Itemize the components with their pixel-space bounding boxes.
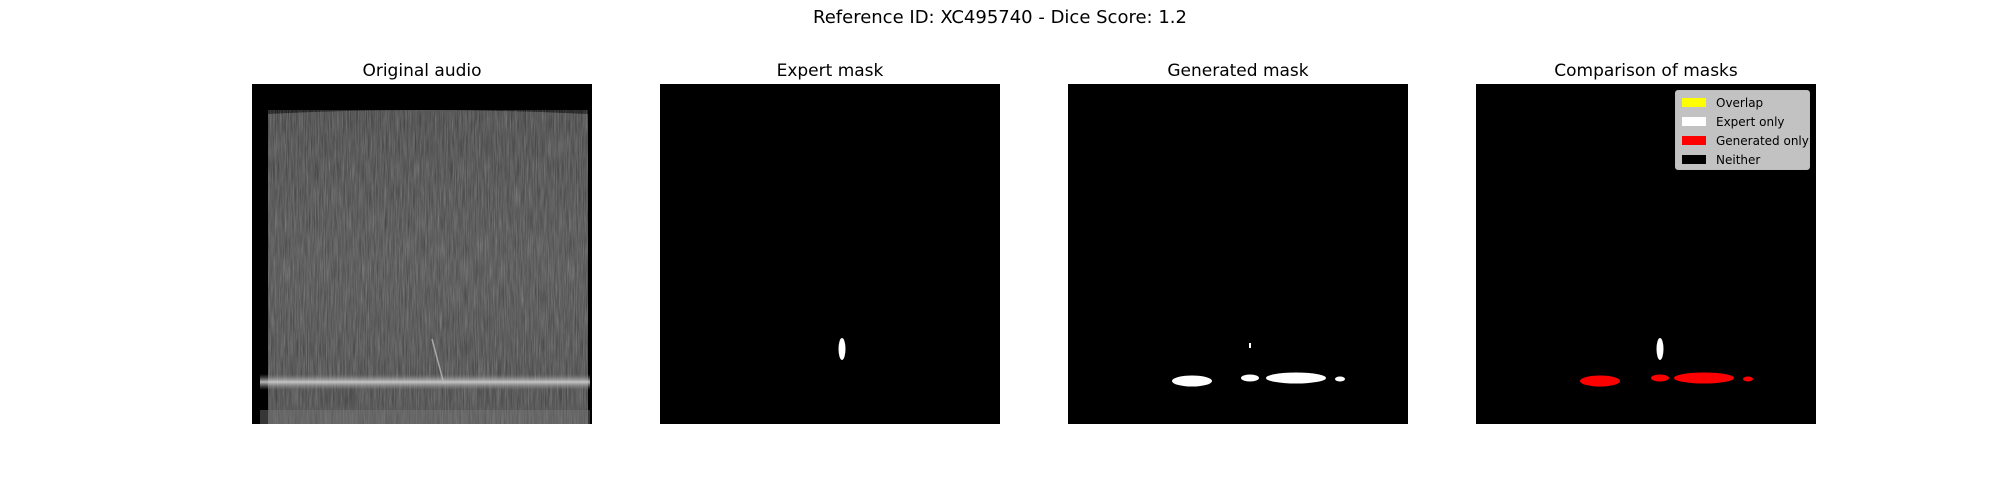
generated-mask-region xyxy=(1172,375,1212,387)
panel-title-generated-mask: Generated mask xyxy=(1167,61,1309,81)
panel-original-audio: Original audio xyxy=(252,58,592,424)
panel-expert-mask: Expert mask xyxy=(660,58,1000,424)
legend-label-overlap: Overlap xyxy=(1716,95,1764,110)
panel-generated-mask: Generated mask xyxy=(1068,58,1408,424)
comparison-legend: Overlap Expert only Generated only Neith… xyxy=(1675,90,1810,170)
spectrogram-image xyxy=(252,84,592,424)
legend-item-generated-only: Generated only xyxy=(1676,131,1809,150)
generated-only-region xyxy=(1651,374,1669,382)
legend-label-neither: Neither xyxy=(1716,152,1761,167)
panel-title-comparison: Comparison of masks xyxy=(1554,61,1738,81)
generated-only-region xyxy=(1674,372,1734,384)
panel-title-original-audio: Original audio xyxy=(362,61,482,81)
figure-title: Reference ID: XC495740 - Dice Score: 1.2 xyxy=(813,7,1187,28)
generated-only-region xyxy=(1580,375,1620,387)
generated-mask-region xyxy=(1266,372,1326,384)
generated-mask-image xyxy=(1068,84,1408,424)
legend-item-expert-only: Expert only xyxy=(1676,112,1809,131)
legend-swatch-overlap xyxy=(1682,98,1706,107)
legend-swatch-neither xyxy=(1682,155,1706,164)
generated-mask-region xyxy=(1241,374,1259,382)
panel-title-expert-mask: Expert mask xyxy=(776,61,884,81)
legend-item-overlap: Overlap xyxy=(1676,93,1809,112)
legend-label-expert-only: Expert only xyxy=(1716,114,1785,129)
expert-only-region xyxy=(1656,338,1664,360)
expert-mask-image xyxy=(660,84,1000,424)
expert-mask-region xyxy=(838,338,846,360)
generated-mask-region xyxy=(1249,343,1251,348)
legend-label-generated-only: Generated only xyxy=(1716,133,1809,148)
legend-swatch-generated-only xyxy=(1682,136,1706,145)
legend-item-neither: Neither xyxy=(1676,150,1809,169)
generated-only-region xyxy=(1743,376,1753,382)
generated-mask-region xyxy=(1335,376,1345,382)
legend-swatch-expert-only xyxy=(1682,117,1706,126)
